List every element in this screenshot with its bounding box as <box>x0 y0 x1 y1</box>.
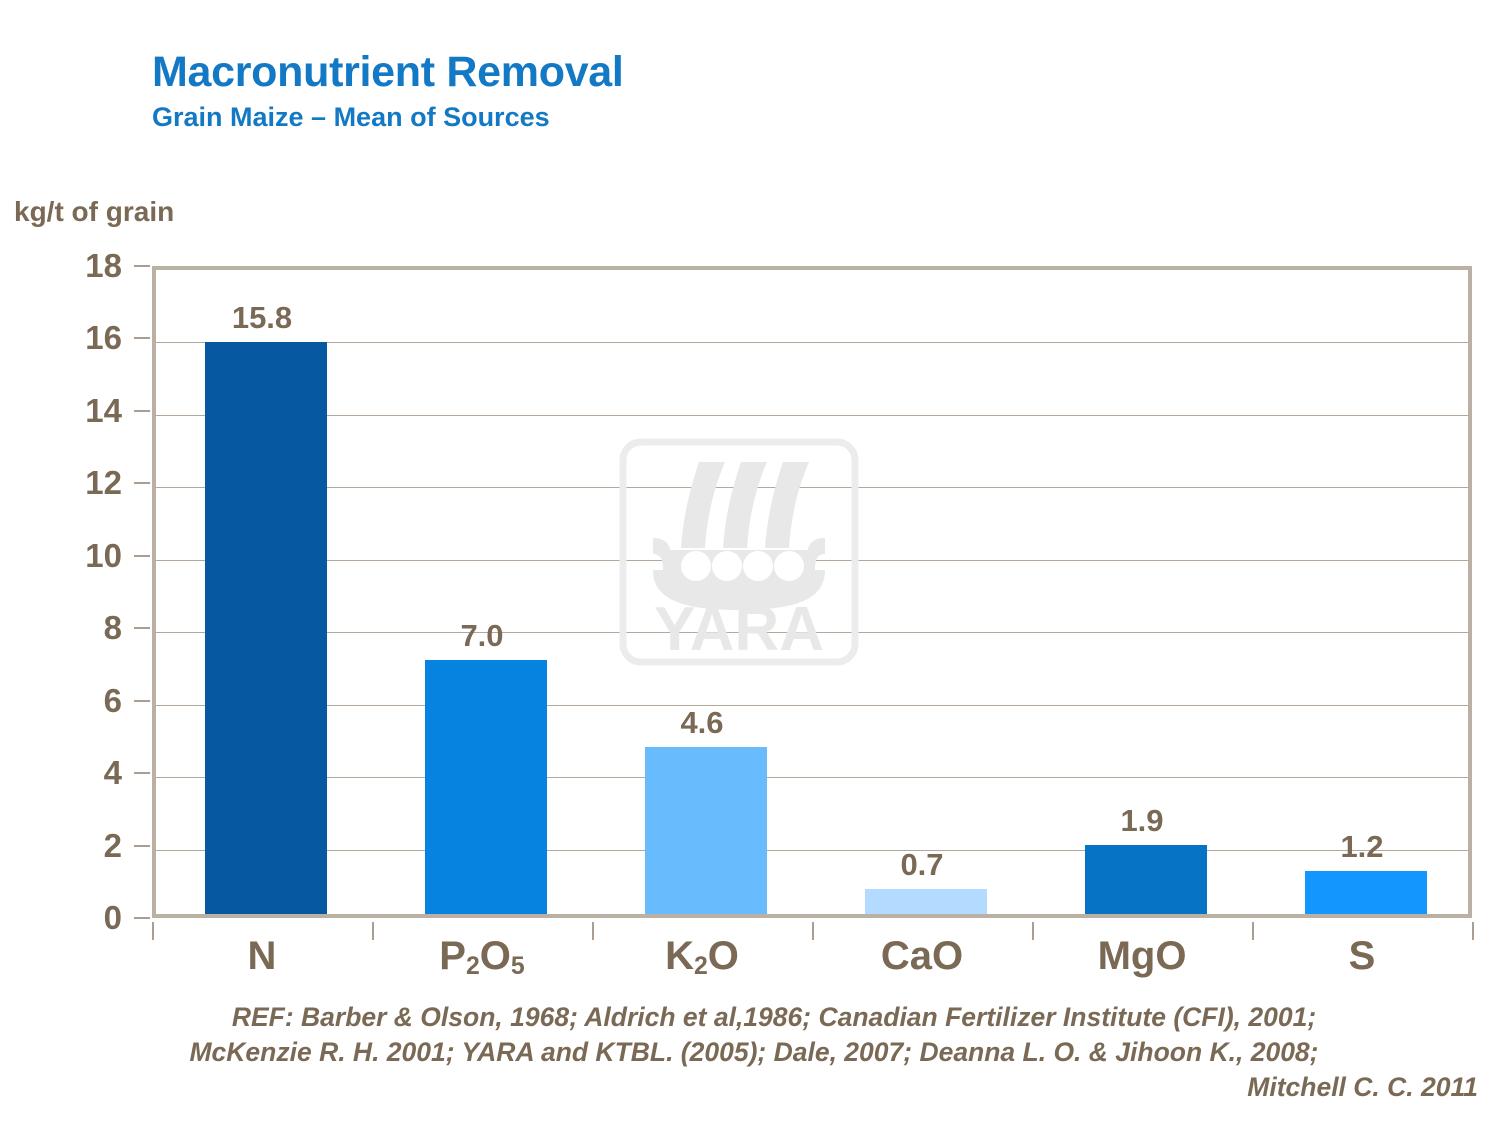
watermark-text: YARA <box>654 595 824 664</box>
bar-MgO[interactable] <box>1085 845 1207 914</box>
gridline <box>156 559 1468 561</box>
y-axis-tick <box>134 554 150 557</box>
y-axis-tick <box>134 265 150 267</box>
bar-value-label: 1.9 <box>1120 803 1164 839</box>
y-axis-tick <box>134 844 150 847</box>
x-axis-category-label: N <box>247 934 277 978</box>
bar-value-label: 1.2 <box>1340 828 1384 864</box>
y-axis-tick <box>134 482 150 485</box>
y-axis-tick-label: 14 <box>85 391 122 429</box>
gridline <box>156 777 1468 779</box>
bar-value-label: 4.6 <box>680 705 724 741</box>
y-axis-unit-label: kg/t of grain <box>14 196 175 227</box>
reference-line-3: Mitchell C. C. 2011 <box>1247 1072 1478 1103</box>
y-axis-tick-label: 16 <box>85 319 122 357</box>
y-axis-tick-label: 4 <box>103 754 122 792</box>
reference-line-2: McKenzie R. H. 2001; YARA and KTBL. (200… <box>189 1037 1319 1068</box>
bar-value-label: 0.7 <box>900 846 944 882</box>
title-block: Macronutrient Removal Grain Maize – Mean… <box>152 48 1052 133</box>
y-axis-tick-label: 6 <box>103 681 122 719</box>
x-axis-tick <box>372 922 374 940</box>
x-axis-category-label: K2O <box>665 934 739 981</box>
y-axis-tick <box>134 699 150 702</box>
gridline <box>156 342 1468 344</box>
gridline <box>156 704 1468 706</box>
reference-footnote: REF: Barber & Olson, 1968; Aldrich et al… <box>30 1000 1478 1106</box>
y-axis-tick-label: 8 <box>103 609 122 647</box>
page-subtitle: Grain Maize – Mean of Sources <box>152 102 550 133</box>
x-axis-tick <box>812 922 814 940</box>
gridline <box>156 849 1468 851</box>
x-axis-category-label: MgO <box>1097 934 1187 978</box>
reference-line-1: REF: Barber & Olson, 1968; Aldrich et al… <box>231 1002 1317 1032</box>
x-axis-category-label: CaO <box>880 934 964 978</box>
y-axis-tick-label: 18 <box>85 247 122 284</box>
y-axis-tick <box>134 409 150 412</box>
bar-N[interactable] <box>205 341 327 914</box>
bar-value-label: 15.8 <box>231 299 293 335</box>
bar-S[interactable] <box>1305 870 1427 914</box>
y-axis-tick <box>134 627 150 630</box>
bar-CaO[interactable] <box>865 888 987 914</box>
bar-K2O[interactable] <box>645 747 767 914</box>
x-axis-tick <box>592 922 594 940</box>
gridline <box>156 414 1468 416</box>
x-axis-tick <box>1252 922 1254 940</box>
x-axis-category-label: P2O5 <box>439 934 525 981</box>
y-axis-tick-label: 12 <box>85 464 122 502</box>
y-axis-tick-label: 2 <box>103 826 122 864</box>
x-axis-tick <box>1032 922 1034 940</box>
page-title: Macronutrient Removal <box>152 48 624 96</box>
bar-value-label: 7.0 <box>460 618 504 654</box>
x-axis-category-label: S <box>1348 934 1376 978</box>
y-axis-tick <box>134 337 150 340</box>
x-axis-tick <box>152 922 154 940</box>
y-axis-tick <box>134 917 150 919</box>
y-axis-tick-label: 0 <box>103 899 122 936</box>
plot-area: YARA <box>152 266 1472 918</box>
bar-P2O5[interactable] <box>425 660 547 914</box>
x-axis-tick <box>1472 922 1474 940</box>
gridline <box>156 487 1468 489</box>
gridline <box>156 632 1468 634</box>
y-axis-tick-label: 10 <box>85 536 122 574</box>
y-axis-tick <box>134 772 150 775</box>
